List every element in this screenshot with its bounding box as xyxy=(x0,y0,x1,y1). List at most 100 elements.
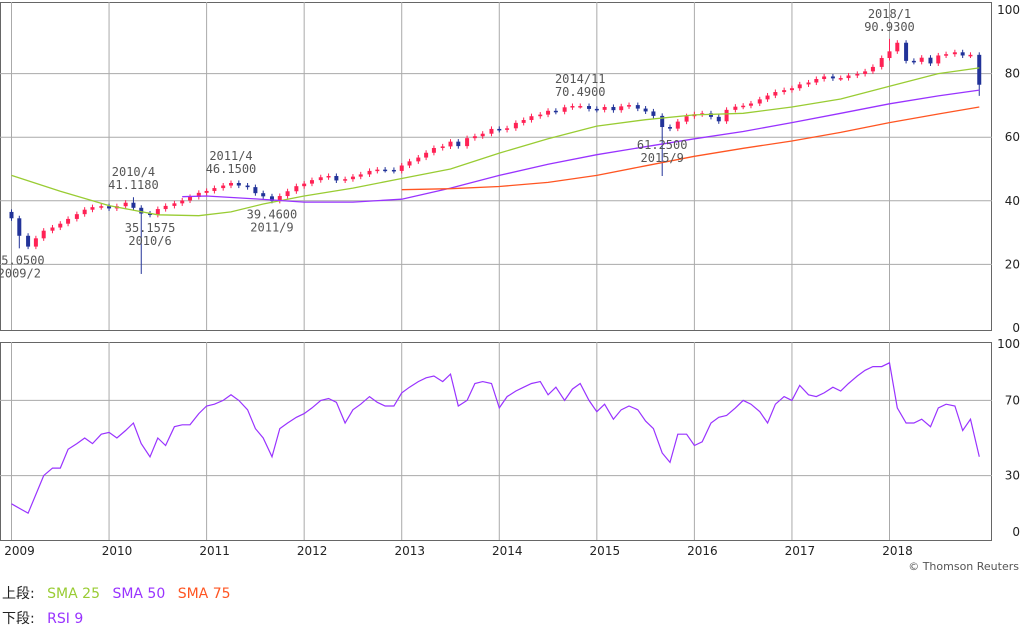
candle-body xyxy=(74,214,79,219)
candle-body xyxy=(82,209,87,215)
candle-body xyxy=(245,185,250,188)
upper-y-tick-label: 20 xyxy=(1005,257,1020,271)
candle-body xyxy=(334,175,339,181)
candle-body xyxy=(855,73,860,76)
candle-body xyxy=(456,141,461,147)
candle-body xyxy=(570,106,575,108)
candle-body xyxy=(895,42,900,52)
candle-body xyxy=(748,103,753,106)
candle-body xyxy=(602,106,607,110)
candle-body xyxy=(960,52,965,56)
candle-body xyxy=(684,116,689,122)
candle-body xyxy=(529,116,534,121)
candle-body xyxy=(782,90,787,93)
credit-text: © Thomson Reuters xyxy=(908,560,1019,573)
candle-body xyxy=(343,179,348,181)
candle-body xyxy=(155,209,160,215)
candle-body xyxy=(391,169,396,172)
lower-y-tick-label: 70 xyxy=(1005,393,1020,407)
price-annotation: 2014/11 xyxy=(555,72,606,86)
sma-line-sma25 xyxy=(11,67,980,217)
candle-body xyxy=(472,136,477,139)
candle-body xyxy=(26,235,31,247)
x-tick-label: 2010 xyxy=(102,544,133,558)
candle-body xyxy=(123,202,128,207)
upper-y-tick-label: 80 xyxy=(1005,67,1020,81)
candle-body xyxy=(497,128,502,131)
upper-frame xyxy=(0,2,992,331)
candle-body xyxy=(887,51,892,59)
candle-body xyxy=(261,193,266,197)
candle-body xyxy=(90,207,95,210)
candle-body xyxy=(928,57,933,64)
candle-body xyxy=(139,207,144,214)
lower-frame xyxy=(0,342,992,541)
price-annotation: 61.2500 xyxy=(637,138,688,152)
candle-body xyxy=(797,84,802,89)
candle-body xyxy=(465,138,470,147)
candle-body xyxy=(50,227,55,231)
candle-body xyxy=(846,75,851,79)
price-annotation: 2011/4 xyxy=(209,149,252,163)
candle-body xyxy=(416,157,421,162)
candle-body xyxy=(277,196,282,201)
candle-body xyxy=(229,182,233,186)
candle-body xyxy=(936,55,941,64)
candle-body xyxy=(204,190,209,193)
price-annotation: 2010/4 xyxy=(112,165,155,179)
candle-body xyxy=(814,79,819,83)
candle-body xyxy=(733,106,738,110)
candle-body xyxy=(870,66,875,72)
sma-line-sma75 xyxy=(401,106,980,191)
legend-lower-prefix: 下段: xyxy=(2,611,35,627)
upper-y-tick-label: 60 xyxy=(1005,130,1020,144)
upper-y-tick-label: 40 xyxy=(1005,194,1020,208)
candle-body xyxy=(212,188,217,191)
candle-body xyxy=(489,128,494,134)
candle-body xyxy=(944,54,949,56)
candle-body xyxy=(635,105,640,109)
legend-upper-prefix: 上段: xyxy=(2,586,35,602)
price-annotation: 46.1500 xyxy=(206,162,257,176)
candle-body xyxy=(285,191,290,197)
x-tick-label: 2014 xyxy=(492,544,523,558)
candle-body xyxy=(724,109,729,122)
candle-body xyxy=(806,82,811,85)
price-annotation: 2010/6 xyxy=(128,234,171,248)
candle-body xyxy=(236,182,241,186)
x-tick-label: 2015 xyxy=(590,544,621,558)
legend-sma25: SMA 25 xyxy=(47,586,100,602)
candle-body xyxy=(172,203,177,206)
candle-body xyxy=(716,116,721,122)
candle-body xyxy=(668,127,672,129)
x-tick-label: 2013 xyxy=(394,544,425,558)
price-annotation: 2009/2 xyxy=(0,266,41,280)
candle-body xyxy=(17,218,22,236)
candle-body xyxy=(480,133,485,137)
candle-body xyxy=(538,114,543,117)
candle-body xyxy=(521,120,526,123)
candle-body xyxy=(619,106,624,111)
candle-body xyxy=(326,175,331,178)
candle-body xyxy=(383,169,388,172)
candle-body xyxy=(968,54,973,57)
legend-sma50: SMA 50 xyxy=(112,586,166,602)
legend-upper: 上段: SMA 25 SMA 50 SMA 75 xyxy=(2,583,239,603)
candle-body xyxy=(269,196,274,201)
x-tick-label: 2016 xyxy=(687,544,718,558)
candle-body xyxy=(367,170,372,175)
candle-body xyxy=(424,152,429,158)
candle-body xyxy=(562,107,567,112)
price-annotation: 2015/9 xyxy=(641,151,684,165)
candle-body xyxy=(375,169,380,172)
candle-body xyxy=(919,57,924,62)
candle-body xyxy=(302,183,307,187)
candle-body xyxy=(58,223,63,228)
candle-body xyxy=(904,42,909,61)
candle-body xyxy=(294,186,299,192)
candle-body xyxy=(911,60,916,63)
rsi-line xyxy=(11,361,980,515)
upper-y-tick-label: 0 xyxy=(1012,321,1020,335)
